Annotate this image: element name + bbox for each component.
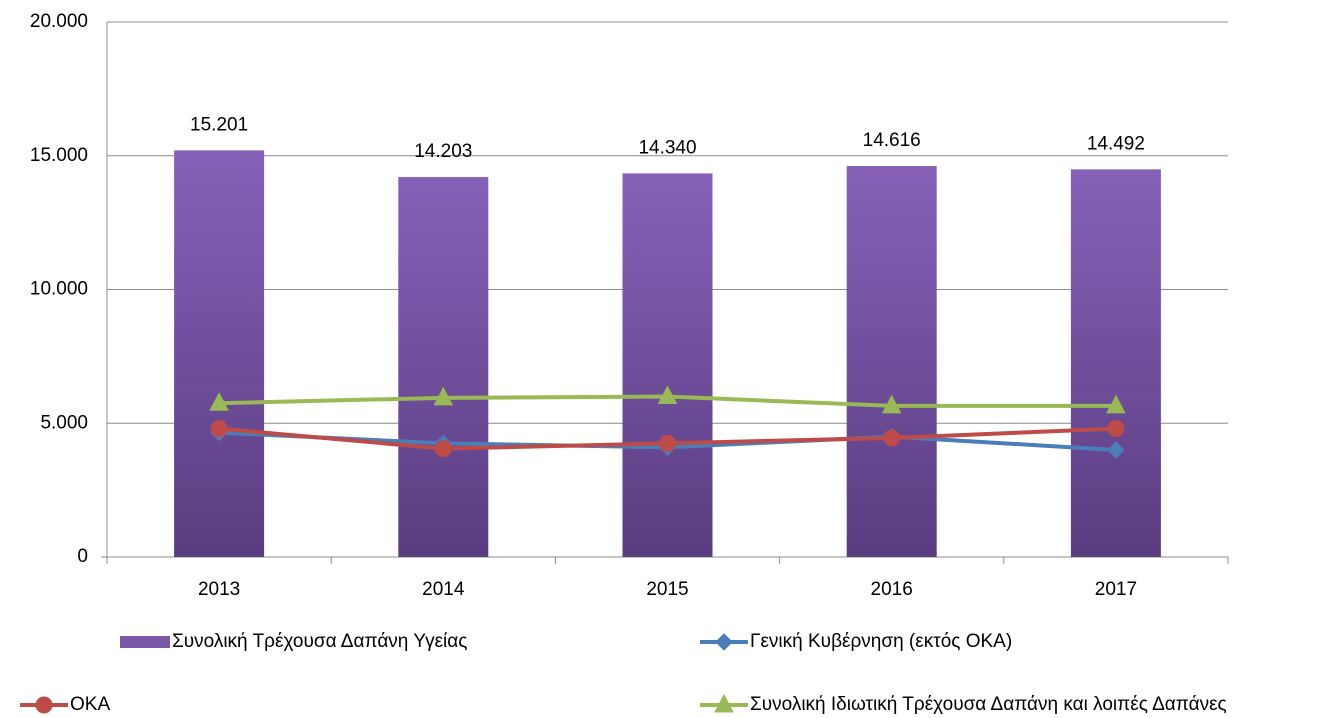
legend-label: Συνολική Τρέχουσα Δαπάνη Υγείας [172,631,467,652]
legend-swatch [120,636,170,648]
bar [622,173,713,557]
series-marker [209,392,229,411]
bar [1070,169,1161,558]
series-marker [1107,441,1125,459]
y-tick-label: 0 [77,546,88,567]
x-tick-label: 2016 [871,579,913,600]
legend-label: ΟΚΑ [70,694,110,715]
bar [398,177,489,557]
data-label: 14.203 [414,141,472,162]
y-tick-label: 5.000 [40,412,88,433]
data-label: 14.616 [863,130,921,151]
legend-marker [715,633,733,651]
x-tick-label: 2013 [198,579,240,600]
series-marker [883,429,901,447]
series-marker [1106,394,1126,414]
series-marker [210,420,228,438]
data-label: 14.340 [638,137,696,158]
legend-marker [35,696,53,714]
y-tick-label: 10.000 [30,279,88,300]
x-tick-label: 2015 [646,579,688,600]
bar [846,166,937,557]
series-marker [657,385,678,404]
series-marker [659,434,676,452]
series-marker [1107,420,1125,438]
series-marker [881,394,902,414]
x-tick-label: 2017 [1095,579,1137,600]
y-tick-label: 20.000 [30,11,88,32]
data-label: 14.492 [1087,133,1145,154]
y-tick-label: 15.000 [30,145,88,166]
series-marker [433,386,454,406]
legend-label: Γενική Κυβέρνηση (εκτός ΟΚΑ) [750,631,1012,652]
series-marker [434,440,452,458]
bar [174,150,265,558]
legend-label: Συνολική Ιδιωτική Τρέχουσα Δαπάνη και λο… [750,694,1227,715]
data-label: 15.201 [190,114,248,135]
legend-marker [714,693,734,713]
x-tick-label: 2014 [422,579,465,600]
